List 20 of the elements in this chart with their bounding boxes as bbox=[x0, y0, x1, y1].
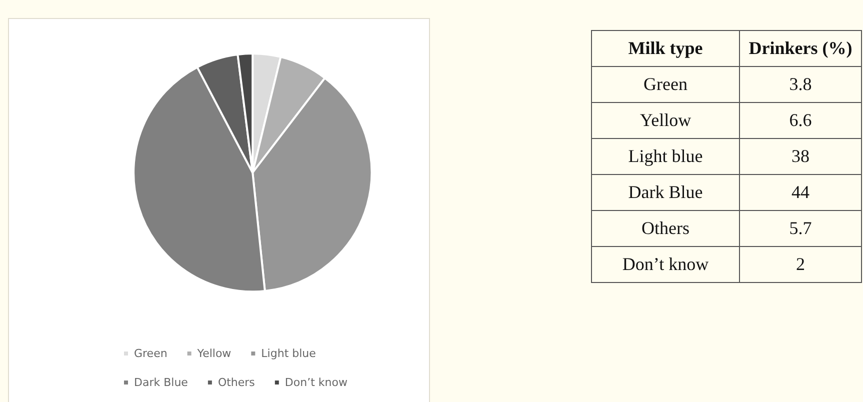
legend-label: Light blue bbox=[261, 347, 316, 360]
legend-label: Green bbox=[134, 347, 168, 360]
legend-label: Don’t know bbox=[284, 376, 348, 389]
text: Green bbox=[592, 66, 740, 102]
text: 38 bbox=[740, 138, 862, 174]
text: 6.6 bbox=[740, 102, 862, 138]
text: 44 bbox=[740, 174, 862, 210]
text: 2 bbox=[740, 246, 862, 282]
text: Don’t know bbox=[592, 246, 740, 282]
text: Light blue bbox=[592, 138, 740, 174]
text: Others bbox=[592, 210, 740, 246]
legend-label: Dark Blue bbox=[134, 376, 188, 389]
text: Drinkers (%) bbox=[740, 30, 862, 66]
text: 3.8 bbox=[740, 66, 862, 102]
legend-label: Others bbox=[218, 376, 256, 389]
text: 5.7 bbox=[740, 210, 862, 246]
text: Milk type bbox=[592, 30, 740, 66]
text: Yellow bbox=[592, 102, 740, 138]
legend-label: Yellow bbox=[196, 347, 232, 360]
text: Dark Blue bbox=[592, 174, 740, 210]
